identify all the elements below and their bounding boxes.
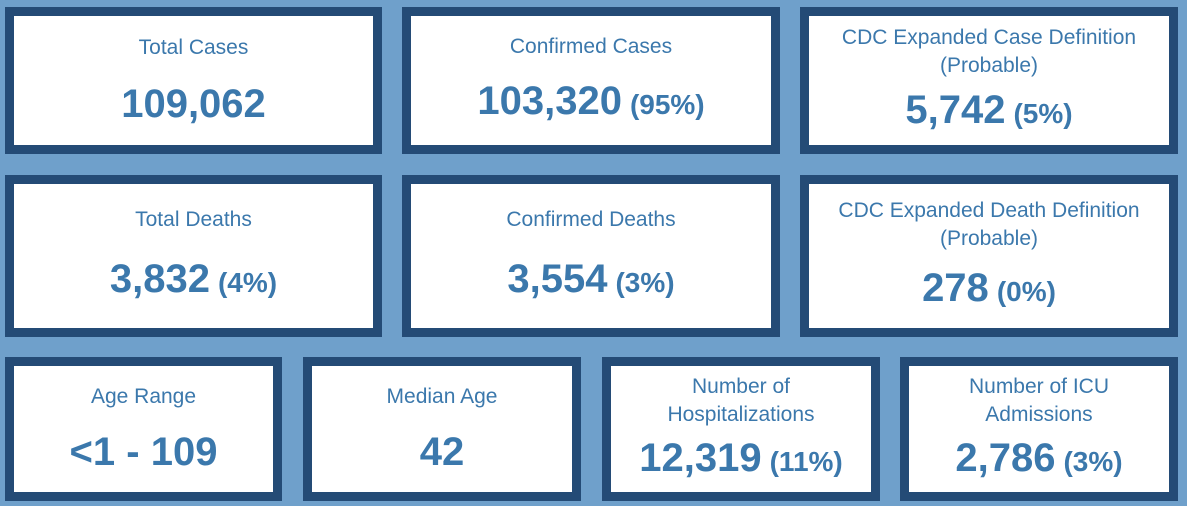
confirmed-cases-label: Confirmed Cases bbox=[509, 35, 673, 58]
hospitalizations-value-row: 12,319 (11%) bbox=[639, 435, 843, 485]
probable-cases-value: 5,742 bbox=[905, 88, 1006, 133]
age-range-value: <1 - 109 bbox=[69, 429, 218, 474]
probable-deaths-value-row: 278 (0%) bbox=[922, 265, 1056, 315]
median-age-card: Median Age 42 bbox=[303, 357, 581, 501]
total-deaths-percent: (4%) bbox=[217, 267, 278, 298]
probable-cases-label-line1: CDC Expanded Case Definition bbox=[841, 25, 1137, 49]
icu-admissions-percent: (3%) bbox=[1063, 446, 1123, 478]
icu-admissions-value: 2,786 bbox=[955, 436, 1056, 481]
confirmed-cases-percent: (95%) bbox=[629, 89, 705, 120]
confirmed-cases-card: Confirmed Cases 103,320 (95%) bbox=[402, 7, 780, 154]
hospitalizations-label: Number of Hospitalizations bbox=[667, 373, 814, 429]
confirmed-cases-value-row: 103,320 (95%) bbox=[477, 78, 704, 128]
icu-admissions-label-line1: Number of ICU bbox=[968, 374, 1110, 398]
total-deaths-card: Total Deaths 3,832 (4%) bbox=[5, 175, 382, 337]
hospitalizations-label-line2: Hospitalizations bbox=[667, 402, 815, 426]
probable-deaths-label-line1: CDC Expanded Death Definition bbox=[838, 198, 1140, 222]
probable-deaths-label: CDC Expanded Death Definition (Probable) bbox=[838, 197, 1139, 253]
confirmed-deaths-label: Confirmed Deaths bbox=[506, 208, 676, 231]
probable-cases-percent: (5%) bbox=[1013, 98, 1073, 130]
icu-admissions-card: Number of ICU Admissions 2,786 (3%) bbox=[900, 357, 1178, 501]
age-range-card: Age Range <1 - 109 bbox=[5, 357, 282, 501]
total-deaths-label: Total Deaths bbox=[135, 208, 252, 231]
median-age-label: Median Age bbox=[386, 385, 498, 409]
probable-cases-value-row: 5,742 (5%) bbox=[905, 87, 1072, 137]
total-cases-label: Total Cases bbox=[138, 36, 249, 60]
confirmed-deaths-percent: (3%) bbox=[615, 267, 675, 298]
probable-deaths-label-line2: (Probable) bbox=[939, 226, 1039, 250]
probable-deaths-card: CDC Expanded Death Definition (Probable)… bbox=[800, 175, 1178, 337]
total-cases-card: Total Cases 109,062 bbox=[5, 7, 382, 154]
hospitalizations-value: 12,319 bbox=[639, 436, 762, 481]
probable-deaths-percent: (0%) bbox=[996, 276, 1056, 308]
total-cases-value: 109,062 bbox=[121, 81, 266, 126]
icu-admissions-value-row: 2,786 (3%) bbox=[955, 435, 1122, 485]
confirmed-deaths-value: 3,554 bbox=[507, 257, 608, 301]
total-deaths-value: 3,832 bbox=[109, 257, 210, 301]
probable-deaths-value: 278 bbox=[922, 266, 989, 311]
confirmed-deaths-value-row: 3,554 (3%) bbox=[507, 256, 674, 306]
probable-cases-card: CDC Expanded Case Definition (Probable) … bbox=[800, 7, 1178, 154]
confirmed-deaths-card: Confirmed Deaths 3,554 (3%) bbox=[402, 175, 780, 337]
probable-cases-label-line2: (Probable) bbox=[939, 53, 1039, 77]
confirmed-cases-value: 103,320 bbox=[477, 79, 622, 123]
age-range-label: Age Range bbox=[90, 385, 197, 409]
hospitalizations-card: Number of Hospitalizations 12,319 (11%) bbox=[602, 357, 880, 501]
icu-admissions-label-line2: Admissions bbox=[985, 402, 1093, 426]
total-deaths-value-row: 3,832 (4%) bbox=[110, 256, 277, 306]
hospitalizations-label-line1: Number of bbox=[691, 374, 791, 398]
icu-admissions-label: Number of ICU Admissions bbox=[969, 373, 1109, 429]
median-age-value: 42 bbox=[419, 429, 465, 474]
hospitalizations-percent: (11%) bbox=[769, 446, 843, 478]
probable-cases-label: CDC Expanded Case Definition (Probable) bbox=[842, 24, 1136, 80]
